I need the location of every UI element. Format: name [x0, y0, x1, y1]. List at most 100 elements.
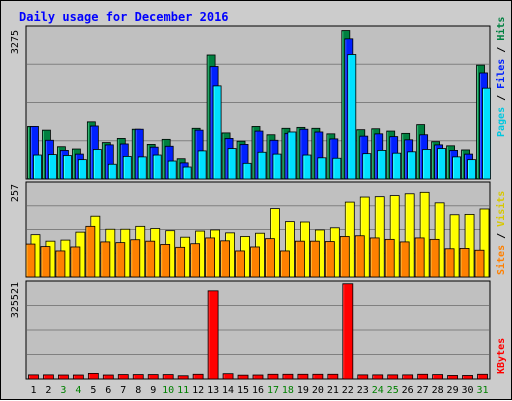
bar-sites-3	[55, 250, 66, 278]
bar-sites-24	[369, 237, 380, 278]
bar-pages-15	[242, 162, 252, 180]
x-tick-label: 5	[90, 385, 96, 396]
bar-kbytes-22	[342, 283, 354, 380]
bar-sites-13	[205, 237, 215, 278]
bar-kbytes-2	[43, 374, 54, 380]
x-tick-label: 18	[282, 385, 294, 396]
bar-pages-21	[332, 157, 342, 180]
legend-hits: Hits	[495, 17, 507, 41]
bar-pages-26	[407, 151, 417, 180]
bar-sites-27	[414, 237, 425, 278]
bar-sites-7	[115, 242, 126, 278]
bar-kbytes-16	[252, 374, 264, 380]
bar-kbytes-28	[432, 374, 444, 380]
bar-sites-15	[235, 250, 245, 278]
bar-sites-11	[175, 246, 186, 278]
x-tick-label: 8	[135, 385, 141, 396]
bar-kbytes-20	[312, 373, 324, 380]
bar-pages-9	[152, 154, 162, 180]
bar-kbytes-21	[327, 373, 339, 380]
x-tick-label: 19	[297, 385, 309, 396]
bar-pages-18	[287, 131, 297, 180]
bar-kbytes-15	[237, 374, 249, 380]
x-tick-label: 21	[327, 385, 339, 396]
bar-sites-14	[220, 240, 230, 278]
bar-pages-30	[467, 159, 476, 180]
bar-pages-2	[48, 154, 57, 180]
x-tick-label: 2	[45, 385, 51, 396]
bar-visits-25	[389, 195, 400, 278]
x-tick-label: 16	[252, 385, 264, 396]
legend-sites-visits: Sites / Visits	[495, 191, 507, 275]
bar-sites-6	[100, 241, 111, 278]
bar-visits-29	[449, 214, 460, 278]
bar-visits-24	[374, 196, 385, 278]
bar-kbytes-30	[462, 375, 473, 380]
bar-pages-3	[63, 155, 72, 180]
bar-sites-4	[70, 246, 81, 278]
x-tick-label: 15	[237, 385, 249, 396]
legend-visits: Visits	[495, 191, 507, 227]
bar-sites-10	[160, 244, 171, 278]
svg-text:KBytes: KBytes	[496, 338, 507, 374]
bar-pages-8	[137, 156, 147, 180]
bar-visits-31	[479, 208, 490, 278]
bar-sites-5	[85, 225, 96, 278]
bar-pages-11	[182, 166, 192, 180]
bar-sites-2	[40, 246, 51, 278]
bar-pages-7	[122, 156, 132, 180]
bar-sites-29	[444, 248, 455, 278]
bar-pages-29	[452, 156, 461, 180]
bar-pages-16	[257, 151, 267, 180]
bar-kbytes-26	[402, 374, 414, 380]
bar-pages-19	[302, 154, 312, 180]
x-tick-label: 6	[105, 385, 111, 396]
bar-sites-17	[265, 238, 275, 278]
bar-kbytes-3	[58, 374, 69, 380]
x-tick-label: 14	[222, 385, 234, 396]
bar-kbytes-6	[102, 374, 114, 380]
x-axis-labels: 1 2 3 4 5 6 7 8 9 10 11 12 13 14 15 16 17 18 19 20 21 22 23 24 2…	[30, 385, 488, 396]
bar-sites-31	[474, 249, 485, 278]
bar-pages-25	[392, 152, 402, 180]
bar-kbytes-7	[117, 374, 129, 380]
x-tick-label: 28	[432, 385, 444, 396]
bar-sites-9	[145, 240, 156, 278]
bar-pages-27	[422, 149, 432, 180]
bar-kbytes-31	[477, 373, 488, 380]
bar-kbytes-18	[282, 373, 294, 380]
bar-visits-26	[404, 193, 415, 278]
bar-kbytes-9	[147, 374, 159, 380]
bar-kbytes-27	[417, 373, 429, 380]
x-tick-label: 30	[462, 385, 474, 396]
visits-sites-panel	[25, 181, 491, 278]
x-tick-label: 20	[312, 385, 324, 396]
bar-kbytes-23	[357, 374, 369, 380]
bar-kbytes-29	[447, 375, 458, 380]
bar-kbytes-5	[87, 372, 99, 380]
bar-kbytes-19	[297, 373, 309, 380]
bar-kbytes-25	[387, 374, 399, 380]
legend-pages: Pages	[496, 107, 507, 137]
bar-pages-14	[227, 148, 237, 180]
bar-pages-1	[33, 154, 42, 180]
x-tick-label: 17	[267, 385, 279, 396]
bar-sites-19	[295, 240, 305, 278]
x-tick-label: 9	[150, 385, 156, 396]
chart-title: Daily usage for December 2016	[19, 10, 229, 24]
bar-sites-30	[459, 248, 470, 278]
bar-pages-31	[482, 87, 491, 180]
bar-sites-26	[399, 241, 410, 278]
bar-pages-13	[212, 85, 222, 180]
bar-sites-20	[309, 240, 320, 278]
bar-pages-5	[92, 149, 102, 180]
x-tick-label: 3	[60, 385, 66, 396]
bar-kbytes-17	[267, 373, 279, 380]
bar-kbytes-4	[72, 374, 84, 380]
x-tick-label: 11	[177, 385, 189, 396]
x-tick-label: 31	[476, 385, 488, 396]
bar-pages-6	[107, 163, 117, 180]
x-tick-label: 13	[207, 385, 219, 396]
bar-visits-27	[419, 191, 430, 278]
bar-pages-4	[77, 159, 87, 180]
